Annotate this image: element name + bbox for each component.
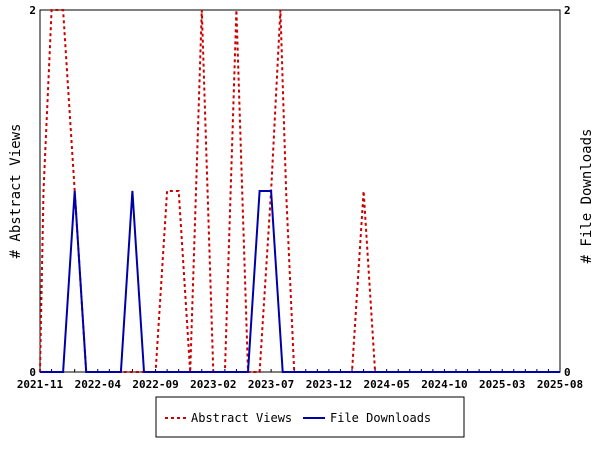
x-tick-label: 2024-05	[363, 378, 409, 391]
series-line-file-downloads	[40, 190, 560, 373]
plot-area	[39, 9, 561, 373]
y-tick-label-right: 2	[564, 4, 571, 17]
legend-label-abstract-views: Abstract Views	[191, 411, 292, 425]
y-tick-label-left: 0	[29, 366, 36, 379]
x-tick-label: 2023-12	[306, 378, 352, 391]
y-tick-label-right: 0	[564, 366, 571, 379]
legend-label-file-downloads: File Downloads	[330, 411, 431, 425]
legend: Abstract Views File Downloads	[155, 396, 465, 438]
x-tick-label: 2025-08	[537, 378, 583, 391]
x-axis-tick-labels: 2021-11 2022-04 2022-09 2023-02 2023-07 2023-…	[17, 378, 583, 391]
x-tick-label: 2022-04	[75, 378, 122, 391]
y-axis-tick-labels: 0 2 0 2	[29, 4, 570, 379]
x-tick-label: 2025-03	[479, 378, 525, 391]
series-layer	[39, 9, 560, 373]
y-axis-right-title: # File Downloads	[579, 129, 595, 264]
y-tick-label-left: 2	[29, 4, 36, 17]
y-axis-left-title: # Abstract Views	[8, 124, 24, 259]
x-tick-label: 2021-11	[17, 378, 64, 391]
x-tick-label: 2022-09	[132, 378, 178, 391]
x-tick-label: 2023-02	[190, 378, 236, 391]
x-tick-label: 2024-10	[421, 378, 467, 391]
x-tick-label: 2023-07	[248, 378, 294, 391]
